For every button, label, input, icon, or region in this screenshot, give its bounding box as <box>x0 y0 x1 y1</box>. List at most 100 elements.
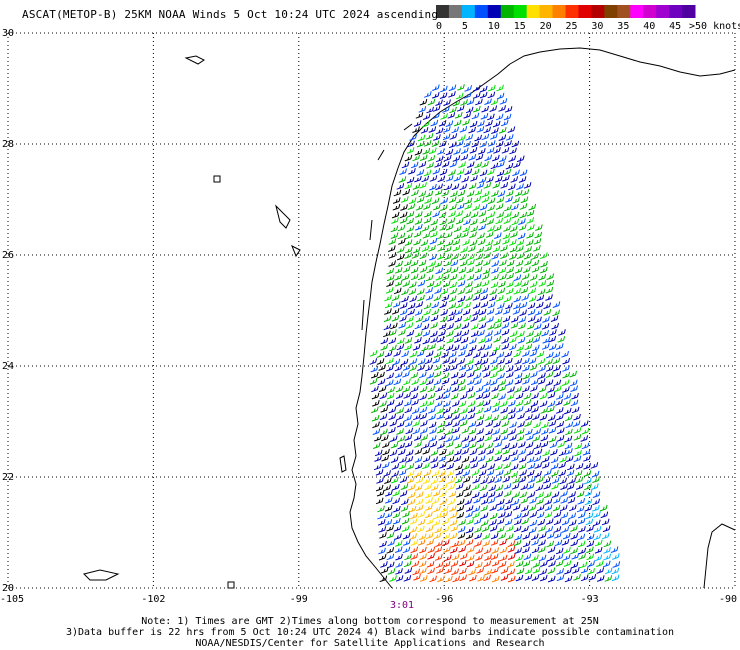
wind-barb <box>468 126 476 134</box>
wind-barb <box>610 546 619 553</box>
wind-barb <box>375 484 384 492</box>
wind-barb <box>571 552 580 560</box>
wind-barb <box>420 420 428 427</box>
wind-barb <box>434 546 443 553</box>
wind-barb <box>503 462 511 469</box>
wind-barb <box>439 168 448 176</box>
wind-barb <box>516 428 525 435</box>
wind-barb <box>531 259 540 267</box>
wind-barb <box>406 315 414 323</box>
wind-barb <box>413 413 421 421</box>
wind-barb <box>414 148 423 156</box>
wind-barb <box>404 246 413 254</box>
wind-barb <box>459 419 468 427</box>
wind-barb <box>470 315 479 322</box>
wind-barb <box>573 434 582 441</box>
wind-barb <box>437 232 445 240</box>
wind-barb <box>435 127 444 135</box>
wind-barb <box>448 295 457 303</box>
wind-barb <box>599 504 608 512</box>
wind-barb <box>509 343 517 351</box>
wind-barb <box>601 532 610 540</box>
wind-barb <box>506 280 514 288</box>
wind-barb <box>487 491 496 498</box>
wind-barb <box>507 386 515 393</box>
wind-barb <box>568 512 577 520</box>
wind-barb <box>524 343 533 351</box>
wind-barb <box>394 540 403 547</box>
wind-barb <box>440 505 449 513</box>
wind-barb <box>505 497 513 505</box>
wind-barb <box>451 126 459 134</box>
wind-barb <box>559 456 567 463</box>
wind-barb <box>505 302 513 310</box>
wind-barb <box>405 322 414 329</box>
wind-barb <box>508 428 516 435</box>
wind-barb <box>476 567 485 574</box>
wind-barb <box>422 442 430 449</box>
wind-barb <box>513 539 522 546</box>
wind-barb <box>506 272 514 280</box>
wind-barb <box>514 518 522 526</box>
wind-barb <box>426 399 435 407</box>
wind-barb <box>570 532 579 540</box>
wind-barb <box>391 308 400 315</box>
wind-barb <box>510 449 518 457</box>
wind-barb <box>420 434 429 441</box>
wind-barb <box>386 364 394 372</box>
wind-barb <box>501 420 510 427</box>
wind-barb <box>445 344 454 351</box>
wind-barb <box>536 350 545 358</box>
wind-barb <box>395 561 403 568</box>
wind-barb <box>548 560 556 567</box>
wind-barb <box>441 518 450 525</box>
wind-barb <box>545 371 554 378</box>
wind-barb <box>509 336 517 344</box>
wind-barb <box>399 216 408 224</box>
wind-barb <box>546 273 555 280</box>
wind-barb <box>431 470 440 477</box>
wind-barb <box>527 322 535 330</box>
wind-barb <box>418 190 427 198</box>
wind-barb <box>385 496 393 504</box>
wind-barb <box>441 351 449 358</box>
wind-barb <box>478 223 486 231</box>
wind-barb <box>518 455 527 463</box>
wind-barb <box>438 329 446 337</box>
wind-barb <box>547 554 555 562</box>
wind-barb <box>489 519 497 526</box>
wind-barb <box>442 533 451 540</box>
wind-barb <box>413 120 422 127</box>
wind-barb <box>546 351 554 359</box>
wind-barb <box>450 379 459 386</box>
wind-barb <box>431 140 440 147</box>
wind-barb <box>532 344 540 352</box>
wind-barb <box>569 504 577 512</box>
wind-barb <box>387 386 395 394</box>
wind-barb <box>404 434 413 441</box>
legend-label: 0 <box>436 21 442 32</box>
wind-barb <box>562 386 570 393</box>
wind-barb <box>404 343 412 351</box>
wind-barb <box>450 364 458 371</box>
wind-barb <box>467 258 475 266</box>
wind-barb <box>419 406 428 414</box>
lon-tick-label: -99 <box>290 594 308 605</box>
wind-barb <box>430 218 439 226</box>
wind-barb <box>426 372 435 379</box>
wind-barb <box>464 498 473 506</box>
wind-barb <box>373 463 382 471</box>
wind-barb <box>519 301 528 309</box>
wind-barb <box>400 483 409 490</box>
wind-barb <box>393 505 401 513</box>
wind-barb <box>496 498 505 506</box>
wind-barb <box>556 420 565 428</box>
wind-barb <box>415 112 424 119</box>
wind-barb <box>528 504 537 512</box>
wind-barb <box>516 183 524 190</box>
wind-barb <box>435 267 444 275</box>
wind-barb <box>410 372 419 379</box>
wind-barb <box>514 189 523 197</box>
wind-barb <box>560 512 569 519</box>
wind-barb <box>545 518 554 525</box>
